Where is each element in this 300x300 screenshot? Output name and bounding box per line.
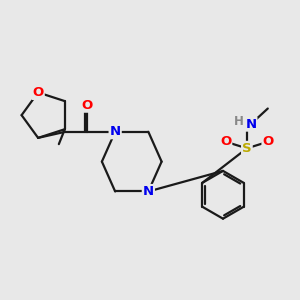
Text: N: N <box>245 118 256 130</box>
Text: N: N <box>143 185 154 198</box>
Text: S: S <box>242 142 252 155</box>
Text: O: O <box>81 99 93 112</box>
Text: O: O <box>220 135 231 148</box>
Text: O: O <box>262 135 274 148</box>
Text: H: H <box>234 115 244 128</box>
Text: O: O <box>32 86 44 99</box>
Text: N: N <box>110 125 121 138</box>
